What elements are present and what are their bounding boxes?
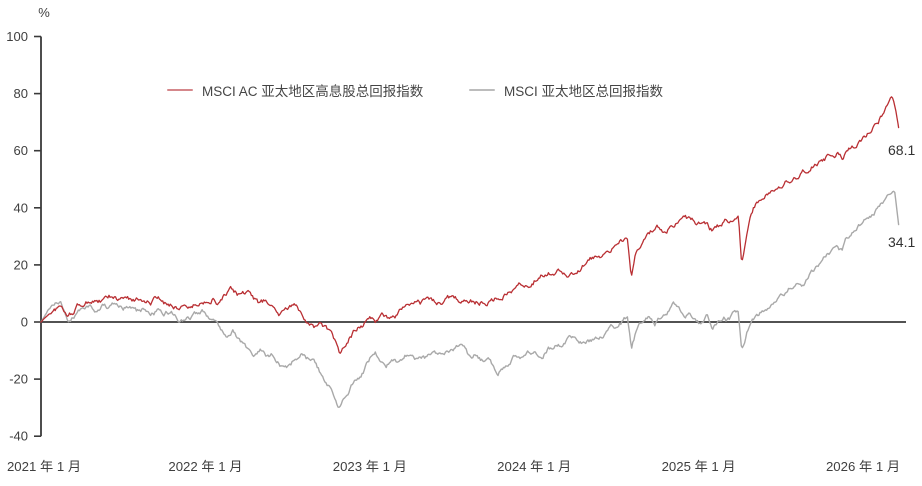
y-tick-label-80: 80 <box>14 86 28 101</box>
x-axis-label-2025: 2025 年 1 月 <box>662 459 736 474</box>
x-axis-label-2024: 2024 年 1 月 <box>497 459 571 474</box>
legend-swatch-gray-line-icon <box>469 89 495 91</box>
high-dividend-index-line <box>40 96 900 354</box>
y-tick-label-100: 100 <box>6 29 28 44</box>
x-axis-label-2026: 2026 年 1 月 <box>826 459 900 474</box>
legend-label-high-dividend-index: MSCI AC 亚太地区高息股总回报指数 <box>202 84 424 99</box>
x-axis-label-2021: 2021 年 1 月 <box>7 459 81 474</box>
y-tick-label--20: -20 <box>9 372 28 387</box>
legend-swatch-red-line-icon <box>167 89 193 91</box>
x-axis-label-2022: 2022 年 1 月 <box>168 459 242 474</box>
series-end-value-red: 68.1 <box>888 142 916 158</box>
y-tick-label-60: 60 <box>14 143 28 158</box>
total-return-index-line <box>40 190 900 408</box>
y-tick-label--40: -40 <box>9 429 28 444</box>
series-end-value-gray: 34.1 <box>888 234 916 250</box>
legend-item-total-return-index: MSCI 亚太地区总回报指数 <box>469 83 664 99</box>
legend-item-high-dividend-index: MSCI AC 亚太地区高息股总回报指数 <box>167 83 424 99</box>
y-axis-unit-label: % <box>38 5 50 20</box>
x-axis-label-2023: 2023 年 1 月 <box>333 459 407 474</box>
y-tick-label-40: 40 <box>14 200 28 215</box>
legend-label-total-return-index: MSCI 亚太地区总回报指数 <box>504 84 664 99</box>
y-tick-label-20: 20 <box>14 257 28 272</box>
y-tick-label-0: 0 <box>21 315 28 330</box>
